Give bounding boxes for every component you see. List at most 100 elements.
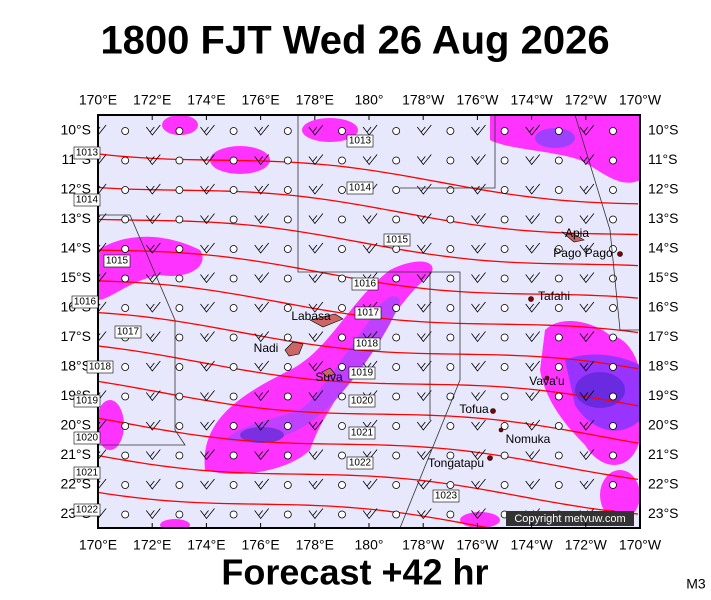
- place-name: Nomuka: [506, 432, 551, 446]
- calm-marker: [609, 304, 617, 312]
- wind-barb: [471, 272, 486, 284]
- isobar-label: 1014: [76, 195, 99, 206]
- wind-barb: [525, 478, 541, 490]
- isobar-line: [98, 491, 494, 528]
- wind-barb: [254, 331, 270, 343]
- isobar-label: 1015: [386, 235, 409, 246]
- calm-marker: [175, 451, 184, 460]
- calm-marker: [446, 274, 455, 283]
- latitude-label: 15°S: [648, 269, 679, 285]
- calm-marker: [392, 156, 401, 165]
- calm-marker: [283, 422, 292, 430]
- calm-marker: [392, 186, 401, 194]
- latitude-label: 10°S: [648, 122, 679, 138]
- wind-barb: [200, 390, 215, 402]
- calm-marker: [500, 274, 509, 283]
- latitude-label: 22°S: [60, 476, 91, 492]
- calm-marker: [175, 304, 184, 312]
- calm-marker: [392, 333, 401, 342]
- wind-barb: [254, 124, 270, 136]
- longitude-label: 180°: [355, 92, 384, 108]
- boundaries: [98, 115, 640, 528]
- wind-barb: [254, 478, 270, 490]
- wind-barb: [362, 478, 378, 490]
- latitude-label: 11°S: [648, 151, 677, 167]
- calm-marker: [446, 481, 455, 489]
- isobar-label-box: [346, 134, 374, 148]
- isobar-label-box: [432, 489, 460, 503]
- calm-marker: [554, 127, 563, 135]
- isobar-label: 1017: [117, 327, 140, 338]
- isobar-label-box: [71, 295, 99, 309]
- wind-barb: [471, 478, 486, 490]
- calm-marker: [554, 215, 563, 224]
- wind-barb: [471, 331, 486, 343]
- calm-marker: [283, 451, 292, 460]
- wind-barb: [471, 449, 486, 461]
- latitude-label: 18°S: [60, 358, 91, 374]
- calm-marker: [283, 156, 292, 165]
- wind-barb: [579, 213, 595, 225]
- wind-barb: [579, 242, 595, 254]
- calm-marker: [229, 422, 238, 430]
- calm-marker: [229, 363, 238, 371]
- wind-barb: [145, 360, 161, 372]
- copyright-box: [506, 511, 634, 526]
- wind-barb: [308, 242, 324, 254]
- wind-barb: [200, 360, 215, 372]
- isobar-line: [98, 153, 639, 205]
- isobar-label-box: [114, 325, 142, 339]
- wind-barb: [145, 213, 161, 225]
- longitude-label: 170°E: [79, 537, 117, 553]
- calm-marker: [609, 156, 617, 165]
- calm-marker: [554, 304, 563, 312]
- latitude-label: 20°S: [648, 417, 679, 433]
- latitude-label: 14°S: [60, 240, 91, 256]
- calm-marker: [338, 215, 346, 224]
- wind-barb: [145, 242, 161, 254]
- place-name: Vava'u: [529, 374, 564, 388]
- place-name: Pago Pago: [553, 246, 613, 260]
- isobar-label-box: [73, 431, 101, 445]
- calm-marker: [554, 333, 563, 342]
- calm-marker: [338, 127, 346, 135]
- isobar-line: [98, 345, 639, 407]
- calm-marker: [283, 333, 292, 342]
- calm-marker: [446, 304, 455, 312]
- wind-barb: [254, 242, 270, 254]
- wind-barb: [416, 508, 432, 520]
- isobar-label: 1022: [349, 458, 372, 469]
- calm-marker: [609, 422, 617, 430]
- wind-barb: [471, 301, 486, 313]
- copyright: Copyright metvuw.com: [514, 513, 625, 525]
- wind-barb: [471, 419, 486, 431]
- wind-barb: [579, 390, 595, 402]
- wind-barb: [308, 419, 324, 431]
- calm-marker: [392, 510, 401, 519]
- calm-marker: [392, 363, 401, 371]
- latitude-label: 21°S: [648, 446, 679, 462]
- wind-barb: [579, 154, 595, 166]
- isobar-label-box: [86, 360, 114, 374]
- calm-marker: [229, 481, 238, 489]
- latitude-label: 13°S: [60, 210, 91, 226]
- isobar-label: 1016: [74, 297, 97, 308]
- calm-marker: [392, 481, 401, 489]
- isobar-label: 1016: [354, 279, 377, 290]
- calm-marker: [446, 392, 455, 401]
- calm-marker: [609, 245, 617, 253]
- wind-barb: [200, 154, 215, 166]
- longitude-label: 178°W: [402, 537, 445, 553]
- calm-marker: [446, 186, 455, 194]
- longitude-label: 170°W: [619, 537, 662, 553]
- isobar-line: [98, 417, 639, 481]
- wind-barb: [200, 124, 215, 136]
- wind-barb: [254, 390, 270, 402]
- longitude-label: 176°E: [241, 537, 279, 553]
- calm-marker: [500, 422, 509, 430]
- place-name: Tafahi: [538, 289, 570, 303]
- wind-barb: [308, 390, 324, 402]
- isobar-label-box: [73, 394, 101, 408]
- calm-marker: [175, 422, 184, 430]
- calm-marker: [392, 422, 401, 430]
